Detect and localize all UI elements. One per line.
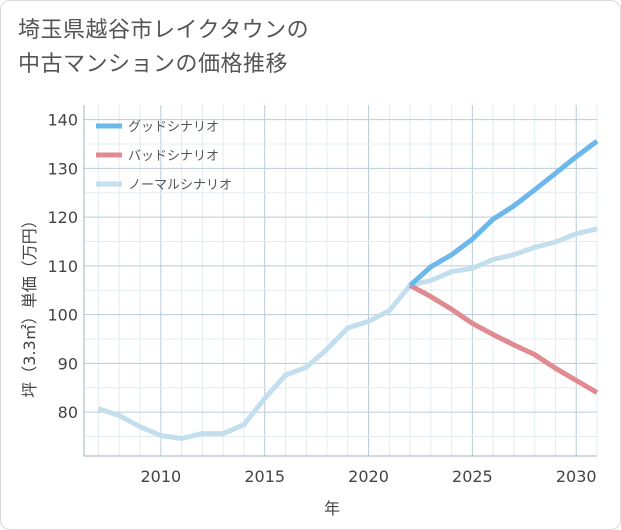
x-tick-label: 2020 — [348, 467, 389, 486]
y-tick-label: 110 — [47, 257, 78, 276]
chart-title: 埼玉県越谷市レイクタウンの 中古マンションの価格推移 — [18, 14, 309, 82]
chart-title-line-2: 中古マンションの価格推移 — [18, 52, 289, 77]
grid-lines — [84, 105, 598, 456]
y-tick-label: 90 — [58, 354, 78, 373]
y-tick-label: 120 — [47, 208, 78, 227]
y-tick-label: 100 — [47, 306, 78, 325]
y-tick-label: 140 — [47, 111, 78, 130]
series-line — [408, 139, 599, 288]
x-tick-label: 2025 — [452, 467, 493, 486]
y-tick-labels: 80 90 100 110 120 130 140 — [47, 111, 78, 423]
chart-title-line-1: 埼玉県越谷市レイクタウンの — [18, 18, 310, 43]
series-line — [97, 226, 598, 441]
plot-border — [83, 105, 597, 457]
x-axis-label: 年 — [324, 499, 340, 518]
legend-label: バッドシナリオ — [128, 149, 219, 164]
y-tick-label: 130 — [47, 159, 78, 178]
y-axis-label: 坪（3.3㎡）単価（万円） — [20, 212, 39, 397]
series-lines — [97, 139, 599, 441]
y-tick-label: 80 — [58, 403, 78, 422]
x-tick-label: 2010 — [140, 467, 181, 486]
legend-label: グッドシナリオ — [128, 120, 219, 135]
legend-label: ノーマルシナリオ — [128, 178, 232, 193]
series-line — [408, 283, 599, 395]
x-tick-label: 2015 — [244, 467, 285, 486]
x-tick-labels: 2010 2015 2020 2025 2030 — [140, 467, 596, 486]
x-tick-label: 2030 — [556, 467, 597, 486]
